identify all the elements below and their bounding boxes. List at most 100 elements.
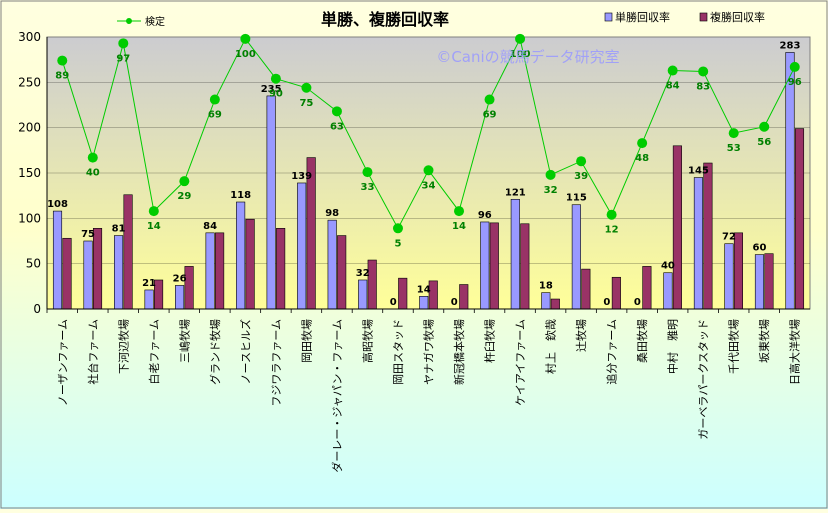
line-data-label: 53 xyxy=(727,143,741,154)
line-data-label: 83 xyxy=(696,81,710,92)
bar-tansho xyxy=(266,95,276,310)
bar-data-label: 75 xyxy=(81,229,95,240)
bar-series xyxy=(52,52,805,310)
kentei-point xyxy=(118,38,129,49)
x-tick-label: 社台ファーム xyxy=(86,319,100,385)
bar-data-label: 26 xyxy=(173,273,187,284)
data-labels: 108 75 81 21 26 84 118 235 139 98 32 0 14 0 96 121 18 115… xyxy=(47,40,802,308)
bar-data-label: 115 xyxy=(566,193,587,204)
kentei-point xyxy=(728,128,739,139)
line-data-label: 32 xyxy=(544,185,558,196)
bar-fukusho xyxy=(276,228,286,310)
legend: 検定 単勝回収率 複勝回収率 xyxy=(117,10,765,28)
bar-data-label: 21 xyxy=(142,278,156,289)
bar-fukusho xyxy=(794,128,805,310)
bar-tansho xyxy=(297,182,307,310)
kentei-point xyxy=(331,106,342,117)
line-data-label: 56 xyxy=(757,137,771,148)
kentei-point xyxy=(423,165,434,176)
x-axis: ノーザンファーム 社台ファーム 下河辺牧場 白老ファーム 三嶋牧場 グランド牧場 ノースヒル… xyxy=(46,308,810,473)
line-data-label: 84 xyxy=(666,81,680,92)
x-tick-label: 高昭牧場 xyxy=(360,319,374,363)
x-tick-label: フジワラファーム xyxy=(270,319,283,407)
bar-data-label: 81 xyxy=(112,224,126,235)
x-tick-label: 千代田牧場 xyxy=(727,319,741,374)
bar-data-label: 121 xyxy=(505,187,526,198)
line-data-label: 63 xyxy=(330,121,344,132)
x-tick-label: ノーザンファーム xyxy=(56,319,69,406)
y-tick-label: 0 xyxy=(33,302,41,316)
kentei-point xyxy=(301,82,312,93)
line-data-label: 96 xyxy=(788,77,802,88)
line-data-label: 29 xyxy=(177,191,191,202)
kentei-point xyxy=(209,94,220,105)
y-tick-label: 150 xyxy=(18,166,41,180)
bar-fukusho xyxy=(215,232,225,310)
bar-data-label: 96 xyxy=(478,210,492,221)
kentei-point xyxy=(759,121,770,132)
kentei-point xyxy=(545,169,556,180)
bar-fukusho xyxy=(764,253,774,310)
bar-fukusho xyxy=(398,277,408,310)
kentei-point xyxy=(637,138,648,149)
line-data-label: 34 xyxy=(422,180,436,191)
kentei-point xyxy=(240,33,251,44)
legend-bar-swatch-tansho xyxy=(604,12,613,22)
x-tick-label: 岡田スタッド xyxy=(392,319,405,385)
bar-data-label: 72 xyxy=(722,232,736,243)
bar-tansho xyxy=(327,219,337,310)
kentei-point xyxy=(179,176,190,187)
bar-fukusho xyxy=(733,232,744,310)
legend-label-kentei: 検定 xyxy=(145,15,165,28)
x-tick-label: ガーベラパークスタッド xyxy=(697,319,710,440)
kentei-point xyxy=(454,206,465,217)
bar-data-label: 283 xyxy=(780,40,801,51)
x-tick-label: 追分ファーム xyxy=(605,319,619,385)
legend-item-kentei: 検定 xyxy=(117,15,165,28)
bar-fukusho xyxy=(459,284,469,310)
kentei-point xyxy=(87,152,98,163)
legend-label-fukusho: 複勝回収率 xyxy=(710,10,765,24)
bar-fukusho xyxy=(92,228,103,310)
legend-marker-swatch xyxy=(126,18,132,24)
bar-tansho xyxy=(175,285,185,310)
line-data-label: 75 xyxy=(299,98,313,109)
bar-tansho xyxy=(236,201,246,310)
kentei-point xyxy=(576,156,587,167)
y-tick-label: 200 xyxy=(18,121,41,135)
line-series xyxy=(57,33,800,234)
bar-data-label: 139 xyxy=(291,171,312,182)
bar-tansho xyxy=(480,221,490,310)
gridlines xyxy=(47,82,810,264)
bar-tansho xyxy=(541,292,551,310)
kentei-point xyxy=(606,209,617,220)
kentei-point xyxy=(484,94,495,105)
bar-data-label: 40 xyxy=(661,261,675,272)
bar-fukusho xyxy=(672,145,682,310)
x-tick-label: 村上 欽哉 xyxy=(544,319,558,374)
kentei-point xyxy=(148,206,159,217)
bar-tansho xyxy=(52,210,63,310)
legend-label-tansho: 単勝回収率 xyxy=(615,10,670,24)
y-tick-label: 100 xyxy=(18,211,41,225)
x-tick-label: ダーレー・ジャパン・ファーム xyxy=(330,319,344,473)
line-data-label: 48 xyxy=(635,153,649,164)
x-tick-label: 新冠橋本牧場 xyxy=(452,319,466,385)
bar-tansho xyxy=(785,52,795,310)
bar-tansho xyxy=(419,296,429,310)
kentei-point xyxy=(57,55,68,66)
bar-fukusho xyxy=(703,162,713,310)
bar-data-label: 0 xyxy=(603,297,610,308)
bar-tansho xyxy=(663,272,673,310)
x-tick-label: 白老ファーム xyxy=(147,319,161,385)
bar-data-label: 60 xyxy=(753,243,767,254)
legend-item-tansho: 単勝回収率 xyxy=(604,10,670,24)
x-tick-label: 杵臼牧場 xyxy=(483,319,497,363)
kentei-point xyxy=(270,73,281,84)
y-tick-label: 250 xyxy=(18,75,41,89)
chart-title: 単勝、複勝回収率 xyxy=(321,10,449,29)
bar-data-label: 145 xyxy=(688,166,709,177)
